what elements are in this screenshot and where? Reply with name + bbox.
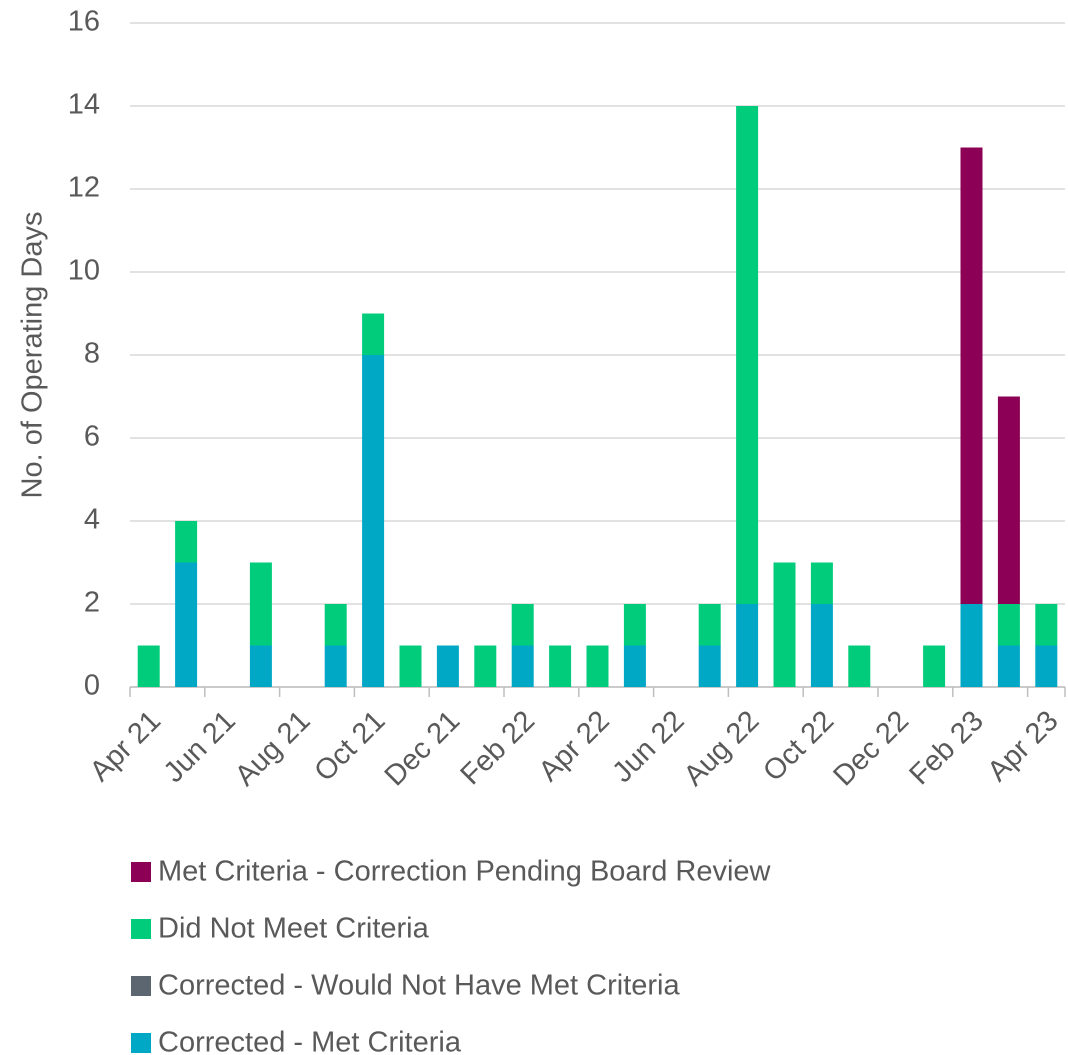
bar-segment [923,645,946,687]
bar-segment [698,604,721,646]
x-tick-label: Feb 22 [455,705,541,791]
bar-segment [960,604,983,687]
bar-segment [810,604,833,687]
bar-segment [511,604,534,646]
bar-segment [997,396,1020,604]
bar-segment [436,645,459,687]
x-tick-label: Oct 21 [308,705,391,788]
bar-segment [175,562,198,687]
bar-segment [249,562,272,646]
bar-segment [997,604,1020,646]
x-tick-label: Jun 22 [606,705,690,789]
x-tick-label: Aug 21 [229,705,317,793]
bar-segment [549,645,572,687]
y-tick-label: 6 [84,421,100,453]
legend-label: Corrected - Would Not Have Met Criteria [158,970,681,1002]
x-tick-label: Apr 21 [84,705,167,788]
bar-segment [324,604,347,646]
bar-segment [249,645,272,687]
bar-segment [736,106,759,604]
x-tick-label: Apr 22 [533,705,616,788]
x-tick-label: Dec 21 [379,705,467,793]
bar-segment [997,645,1020,687]
bar-segment [362,355,385,687]
bar-segment [1035,604,1058,646]
bar-segment [810,562,833,604]
y-tick-label: 16 [68,6,100,38]
y-tick-label: 8 [84,338,100,370]
legend-swatch [131,919,151,939]
y-tick-label: 4 [84,504,100,536]
legend-label: Did Not Meet Criteria [158,913,430,945]
x-tick-label: Feb 23 [903,705,989,791]
x-tick-label: Aug 22 [678,705,766,793]
bar-segment [474,645,497,687]
bar-segment [960,147,983,604]
bar-segment [175,521,198,563]
x-tick-label: Apr 23 [982,705,1065,788]
bar-segment [773,562,796,687]
y-tick-label: 2 [84,587,100,619]
bar-segment [736,604,759,687]
bar-segment [399,645,422,687]
y-tick-label: 14 [68,89,100,121]
legend-swatch [131,1033,151,1053]
bar-segment [698,645,721,687]
bar-segment [1035,645,1058,687]
bar-segment [623,604,646,646]
y-axis-label: No. of Operating Days [17,212,49,499]
bar-segment [137,645,160,687]
bar-segment [848,645,871,687]
bar-segment [324,645,347,687]
x-tick-label: Oct 22 [757,705,840,788]
legend-swatch [131,862,151,882]
bar-segment [362,313,385,355]
legend-swatch [131,976,151,996]
bar-segment [511,645,534,687]
legend-label: Corrected - Met Criteria [158,1027,462,1055]
x-tick-label: Dec 22 [827,705,915,793]
y-tick-label: 12 [68,172,100,204]
y-tick-label: 10 [68,255,100,287]
bar-segment [623,645,646,687]
bar-segment [586,645,609,687]
y-tick-label: 0 [84,670,100,702]
legend-label: Met Criteria - Correction Pending Board … [158,856,772,888]
x-tick-label: Jun 21 [158,705,242,789]
